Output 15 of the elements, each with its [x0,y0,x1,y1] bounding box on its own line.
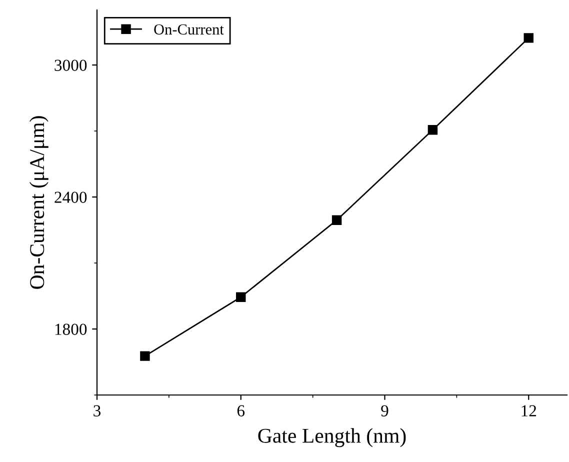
x-tick-label: 3 [94,405,101,416]
point [524,33,534,43]
point [140,351,150,361]
point [236,292,246,302]
y-tick-label: 2400 [54,192,87,203]
point [428,125,438,135]
y-axis-title: On-Current (μA/μm) [29,116,48,289]
x-tick-label: 12 [522,405,536,416]
y-tick-label: 3000 [54,60,87,71]
x-tick-label: 6 [237,405,245,416]
x-tick-label: 9 [381,405,388,416]
legend-label: On-Current [154,24,224,35]
y-tick-label: 1800 [55,324,87,335]
x-axis-title: Gate Length (nm) [258,428,406,448]
point [332,215,342,225]
